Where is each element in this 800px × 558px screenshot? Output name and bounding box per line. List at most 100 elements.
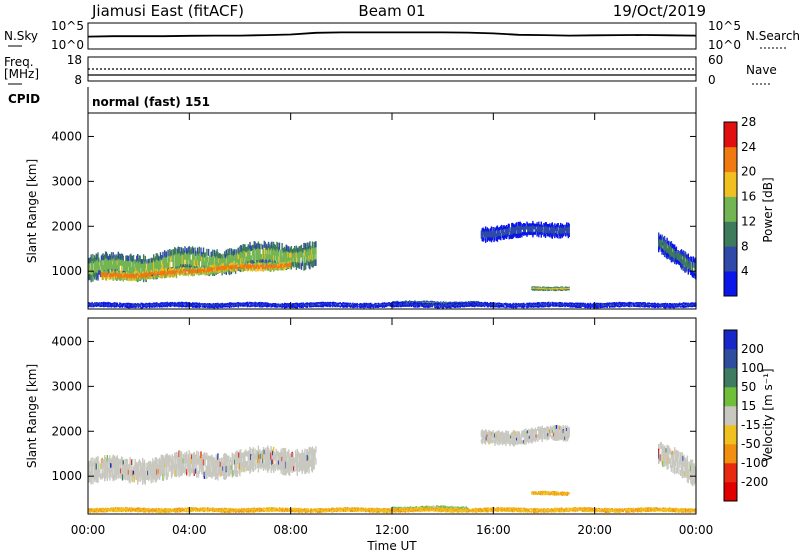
heatmap-cell — [314, 254, 315, 260]
heatmap-cell — [255, 269, 256, 272]
freq-right-label: Nave — [746, 63, 777, 77]
heatmap-cell — [677, 250, 678, 254]
heatmap-cell — [263, 269, 264, 272]
heatmap-cell — [176, 275, 177, 278]
heatmap-cell — [520, 230, 521, 234]
heatmap-cell — [683, 266, 684, 271]
heatmap-cell — [98, 262, 99, 267]
heatmap-cell — [443, 307, 444, 309]
freq-right-tick-bottom: 0 — [708, 73, 716, 87]
heatmap-cell — [315, 247, 316, 254]
heatmap-cell — [483, 237, 484, 240]
heatmap-cell — [504, 306, 505, 308]
heatmap-cell — [304, 256, 305, 263]
heatmap-cell — [199, 247, 200, 254]
heatmap-cell — [158, 270, 159, 272]
noise-right-tick-bottom: 10^0 — [708, 38, 741, 52]
heatmap-cell — [415, 306, 416, 308]
heatmap-cell — [569, 233, 570, 237]
heatmap-cell — [187, 259, 188, 264]
beam-title: Beam 01 — [358, 2, 425, 20]
heatmap-cell — [145, 275, 146, 278]
heatmap-cell — [274, 255, 275, 261]
heatmap-cell — [419, 306, 420, 307]
heatmap-cell — [688, 257, 689, 261]
heatmap-cell — [173, 255, 174, 261]
heatmap-cell — [279, 243, 280, 250]
heatmap-cell — [569, 288, 570, 289]
heatmap-cell — [208, 249, 209, 256]
heatmap-cell — [525, 229, 526, 232]
heatmap-cell — [162, 252, 163, 259]
heatmap-cell — [509, 224, 510, 228]
heatmap-cell — [292, 258, 293, 263]
heatmap-cell — [277, 268, 278, 271]
noise-left-tick-top: 10^5 — [51, 19, 84, 33]
heatmap-cell — [295, 258, 296, 263]
heatmap-cell — [503, 229, 504, 233]
heatmap-cell — [438, 307, 439, 309]
heatmap-cell — [166, 251, 167, 257]
heatmap-cell — [515, 230, 516, 234]
heatmap-cell — [569, 289, 570, 290]
heatmap-cell — [205, 266, 206, 269]
noise-right-label: N.Search — [746, 29, 800, 43]
heatmap-cell — [263, 249, 264, 255]
heatmap-cell — [666, 243, 667, 248]
heatmap-cell — [428, 306, 429, 308]
heatmap-cell — [225, 258, 226, 263]
heatmap-cell — [373, 307, 374, 309]
heatmap-cell — [148, 271, 149, 273]
heatmap-cell — [500, 233, 501, 237]
freq-left-tick-top: 18 — [67, 53, 82, 67]
heatmap-cell — [196, 273, 197, 275]
heatmap-cell — [556, 231, 557, 235]
heatmap-cell — [299, 257, 300, 263]
heatmap-cell — [206, 249, 207, 256]
heatmap-cell — [227, 270, 228, 273]
freq-left-label-2: [MHz] — [4, 67, 39, 81]
heatmap-cell — [598, 307, 599, 309]
heatmap-cell — [290, 265, 291, 268]
heatmap-cell — [213, 257, 214, 263]
date-title: 19/Oct/2019 — [613, 2, 706, 20]
heatmap-cell — [569, 227, 570, 231]
heatmap-cell — [299, 263, 300, 269]
heatmap-cell — [149, 259, 150, 264]
noise-right-tick-top: 10^5 — [708, 19, 741, 33]
heatmap-cell — [158, 272, 159, 274]
heatmap-cell — [494, 237, 495, 241]
heatmap-cell — [200, 306, 201, 307]
heatmap-cell — [193, 248, 194, 254]
heatmap-cell — [376, 303, 377, 304]
heatmap-cell — [133, 255, 134, 262]
heatmap-cell — [545, 306, 546, 308]
heatmap-cell — [315, 259, 316, 266]
heatmap-cell — [312, 242, 313, 249]
heatmap-cell — [184, 246, 185, 253]
heatmap-cell — [302, 261, 303, 266]
heatmap-cell — [259, 249, 260, 255]
heatmap-cell — [440, 307, 441, 309]
heatmap-cell — [99, 266, 100, 271]
heatmap-cell — [259, 244, 260, 250]
heatmap-cell — [302, 252, 303, 257]
heatmap-cell — [562, 290, 563, 292]
heatmap-cell — [668, 241, 669, 246]
heatmap-cell — [245, 252, 246, 257]
heatmap-cell — [542, 232, 543, 235]
heatmap-cell — [386, 306, 387, 307]
heatmap-cell — [139, 270, 140, 273]
heatmap-cell — [128, 256, 129, 262]
heatmap-cell — [166, 257, 167, 263]
power-heatmap — [88, 221, 697, 309]
heatmap-cell — [569, 224, 570, 228]
heatmap-cell — [107, 271, 108, 273]
heatmap-cell — [118, 265, 119, 271]
noise-left-tick-bottom: 10^0 — [51, 38, 84, 52]
heatmap-cell — [145, 256, 146, 262]
heatmap-cell — [254, 248, 255, 255]
heatmap-cell — [195, 251, 196, 256]
heatmap-cell — [330, 306, 331, 308]
heatmap-cell — [268, 269, 269, 271]
